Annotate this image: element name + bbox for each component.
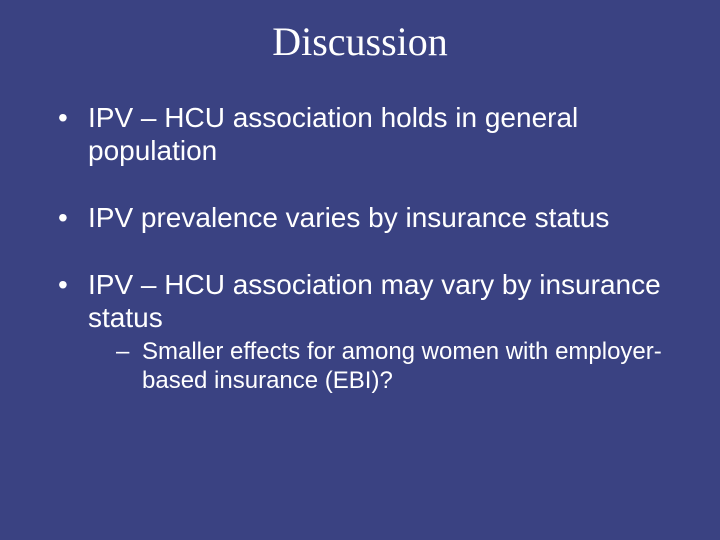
slide-title: Discussion	[40, 18, 680, 65]
sub-bullet-text: Smaller effects for among women with emp…	[142, 338, 662, 394]
bullet-list: IPV – HCU association holds in general p…	[40, 101, 680, 396]
bullet-text: IPV prevalence varies by insurance statu…	[88, 202, 609, 233]
bullet-item: IPV – HCU association may vary by insura…	[58, 268, 680, 396]
slide-container: Discussion IPV – HCU association holds i…	[0, 0, 720, 540]
sub-bullet-list: Smaller effects for among women with emp…	[88, 338, 680, 396]
sub-bullet-item: Smaller effects for among women with emp…	[116, 338, 680, 396]
bullet-item: IPV – HCU association holds in general p…	[58, 101, 680, 167]
bullet-item: IPV prevalence varies by insurance statu…	[58, 201, 680, 234]
bullet-text: IPV – HCU association may vary by insura…	[88, 269, 661, 333]
bullet-text: IPV – HCU association holds in general p…	[88, 102, 578, 166]
